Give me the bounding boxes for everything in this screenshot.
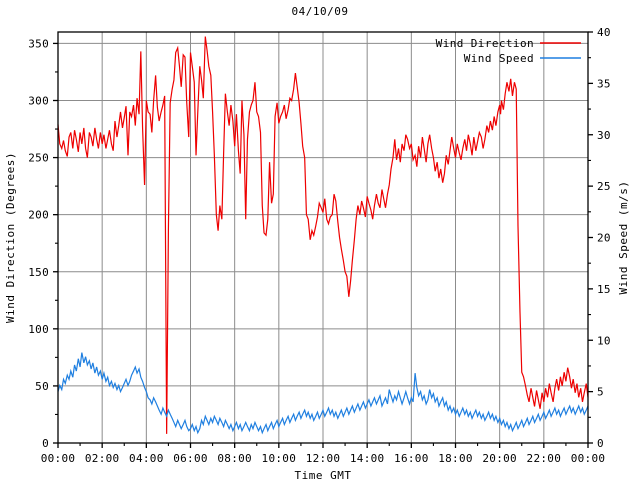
x-tick-label: 10:00 [262,452,297,465]
x-tick-label: 14:00 [350,452,385,465]
y-tick-label-left: 150 [28,266,49,279]
legend: Wind Direction Wind Speed [436,37,581,65]
x-axis: 00:00 02:00 04:00 06:00 08:00 10:00 12:00 14:00… [41,443,606,465]
x-tick-label: 08:00 [217,452,252,465]
y-tick-label-right: 5 [597,386,604,399]
y-tick-label-left: 0 [42,437,49,450]
y-tick-label-left: 200 [28,209,49,222]
y-tick-label-right: 40 [597,26,611,39]
x-tick-label: 06:00 [173,452,208,465]
x-tick-label: 20:00 [482,452,517,465]
x-tick-label: 00:00 [571,452,606,465]
x-tick-label: 04:00 [129,452,164,465]
y-axis-title-right: Wind Speed (m/s) [617,181,630,295]
x-axis-title: Time GMT [295,469,352,480]
chart-title: 04/10/09 [291,5,349,18]
y-axis-title-left: Wind Direction (Degrees) [4,152,17,323]
y-tick-label-right: 10 [597,334,611,347]
y-tick-label-left: 50 [35,380,49,393]
y-tick-label-left: 350 [28,37,49,50]
y-tick-label-right: 25 [597,180,611,193]
y-tick-label-right: 0 [597,437,604,450]
legend-label-wind-speed: Wind Speed [464,52,534,65]
x-tick-label: 02:00 [85,452,120,465]
y-tick-label-right: 15 [597,283,611,296]
y-tick-label-left: 100 [28,323,49,336]
x-tick-label: 22:00 [527,452,562,465]
y-tick-label-left: 250 [28,152,49,165]
y-tick-label-left: 300 [28,95,49,108]
x-tick-label: 12:00 [306,452,341,465]
x-tick-label: 00:00 [41,452,76,465]
y-tick-label-right: 20 [597,232,611,245]
x-tick-label: 18:00 [438,452,473,465]
y-tick-label-right: 35 [597,77,611,90]
y-axis-right: 0 5 10 15 20 25 30 35 40 [588,26,611,450]
series-line-wind-speed [57,352,589,435]
y-tick-label-right: 30 [597,129,611,142]
x-tick-label: 16:00 [394,452,429,465]
gridlines [58,32,588,443]
legend-label-wind-direction: Wind Direction [436,37,534,50]
y-axis-left: 0 50 100 150 200 250 300 350 [28,37,58,450]
series-line-wind-direction [57,36,589,434]
